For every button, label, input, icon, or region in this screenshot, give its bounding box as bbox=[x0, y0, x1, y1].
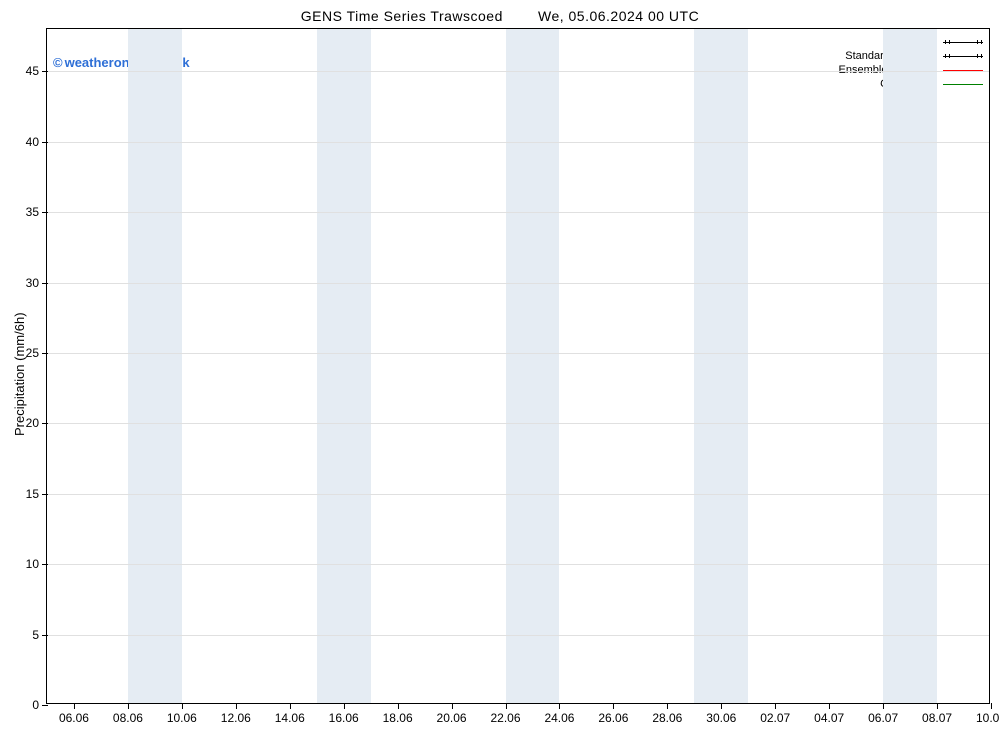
x-tick-label: 08.06 bbox=[113, 703, 143, 725]
legend-swatch bbox=[943, 51, 983, 61]
gridline bbox=[47, 635, 989, 636]
gridline bbox=[47, 212, 989, 213]
gridline bbox=[47, 283, 989, 284]
y-tick-label: 30 bbox=[26, 276, 47, 290]
gridline bbox=[47, 494, 989, 495]
legend-swatch bbox=[943, 65, 983, 75]
chart-title: GENS Time Series Trawscoed We, 05.06.202… bbox=[0, 8, 1000, 24]
x-tick-label: 24.06 bbox=[544, 703, 574, 725]
x-tick-label: 14.06 bbox=[275, 703, 305, 725]
y-tick-label: 15 bbox=[26, 487, 47, 501]
gridline bbox=[47, 423, 989, 424]
y-tick-label: 35 bbox=[26, 205, 47, 219]
gridline bbox=[47, 71, 989, 72]
legend-swatch bbox=[943, 79, 983, 89]
plot-area: ©weatheronline.co.uk min/maxStandard dev… bbox=[46, 28, 990, 704]
gridline bbox=[47, 564, 989, 565]
x-tick-label: 10.06 bbox=[167, 703, 197, 725]
x-tick-label: 16.06 bbox=[329, 703, 359, 725]
title-right: We, 05.06.2024 00 UTC bbox=[538, 8, 699, 24]
chart-container: GENS Time Series Trawscoed We, 05.06.202… bbox=[0, 0, 1000, 733]
x-tick-label: 30.06 bbox=[706, 703, 736, 725]
weekend-band bbox=[883, 29, 937, 703]
y-tick-label: 0 bbox=[32, 698, 47, 712]
gridline bbox=[47, 353, 989, 354]
legend-swatch bbox=[943, 37, 983, 47]
weekend-band bbox=[317, 29, 371, 703]
x-tick-label: 06.07 bbox=[868, 703, 898, 725]
x-tick-label: 06.06 bbox=[59, 703, 89, 725]
x-tick-label: 18.06 bbox=[383, 703, 413, 725]
y-tick-label: 45 bbox=[26, 64, 47, 78]
title-left: GENS Time Series Trawscoed bbox=[301, 8, 503, 24]
x-tick-label: 28.06 bbox=[652, 703, 682, 725]
x-tick-label: 08.07 bbox=[922, 703, 952, 725]
x-tick-label: 02.07 bbox=[760, 703, 790, 725]
x-tick-label: 26.06 bbox=[598, 703, 628, 725]
x-tick-label: 04.07 bbox=[814, 703, 844, 725]
y-tick-label: 40 bbox=[26, 135, 47, 149]
y-tick-label: 20 bbox=[26, 416, 47, 430]
y-tick-label: 5 bbox=[32, 628, 47, 642]
weekend-band bbox=[694, 29, 748, 703]
x-tick-label: 10.07 bbox=[976, 703, 1000, 725]
weekend-band bbox=[506, 29, 560, 703]
x-tick-label: 22.06 bbox=[490, 703, 520, 725]
weekend-band bbox=[128, 29, 182, 703]
x-tick-label: 12.06 bbox=[221, 703, 251, 725]
copyright-icon: © bbox=[53, 55, 63, 70]
y-axis-label: Precipitation (mm/6h) bbox=[12, 312, 27, 436]
y-tick-label: 25 bbox=[26, 346, 47, 360]
x-tick-label: 20.06 bbox=[437, 703, 467, 725]
y-tick-label: 10 bbox=[26, 557, 47, 571]
gridline bbox=[47, 142, 989, 143]
